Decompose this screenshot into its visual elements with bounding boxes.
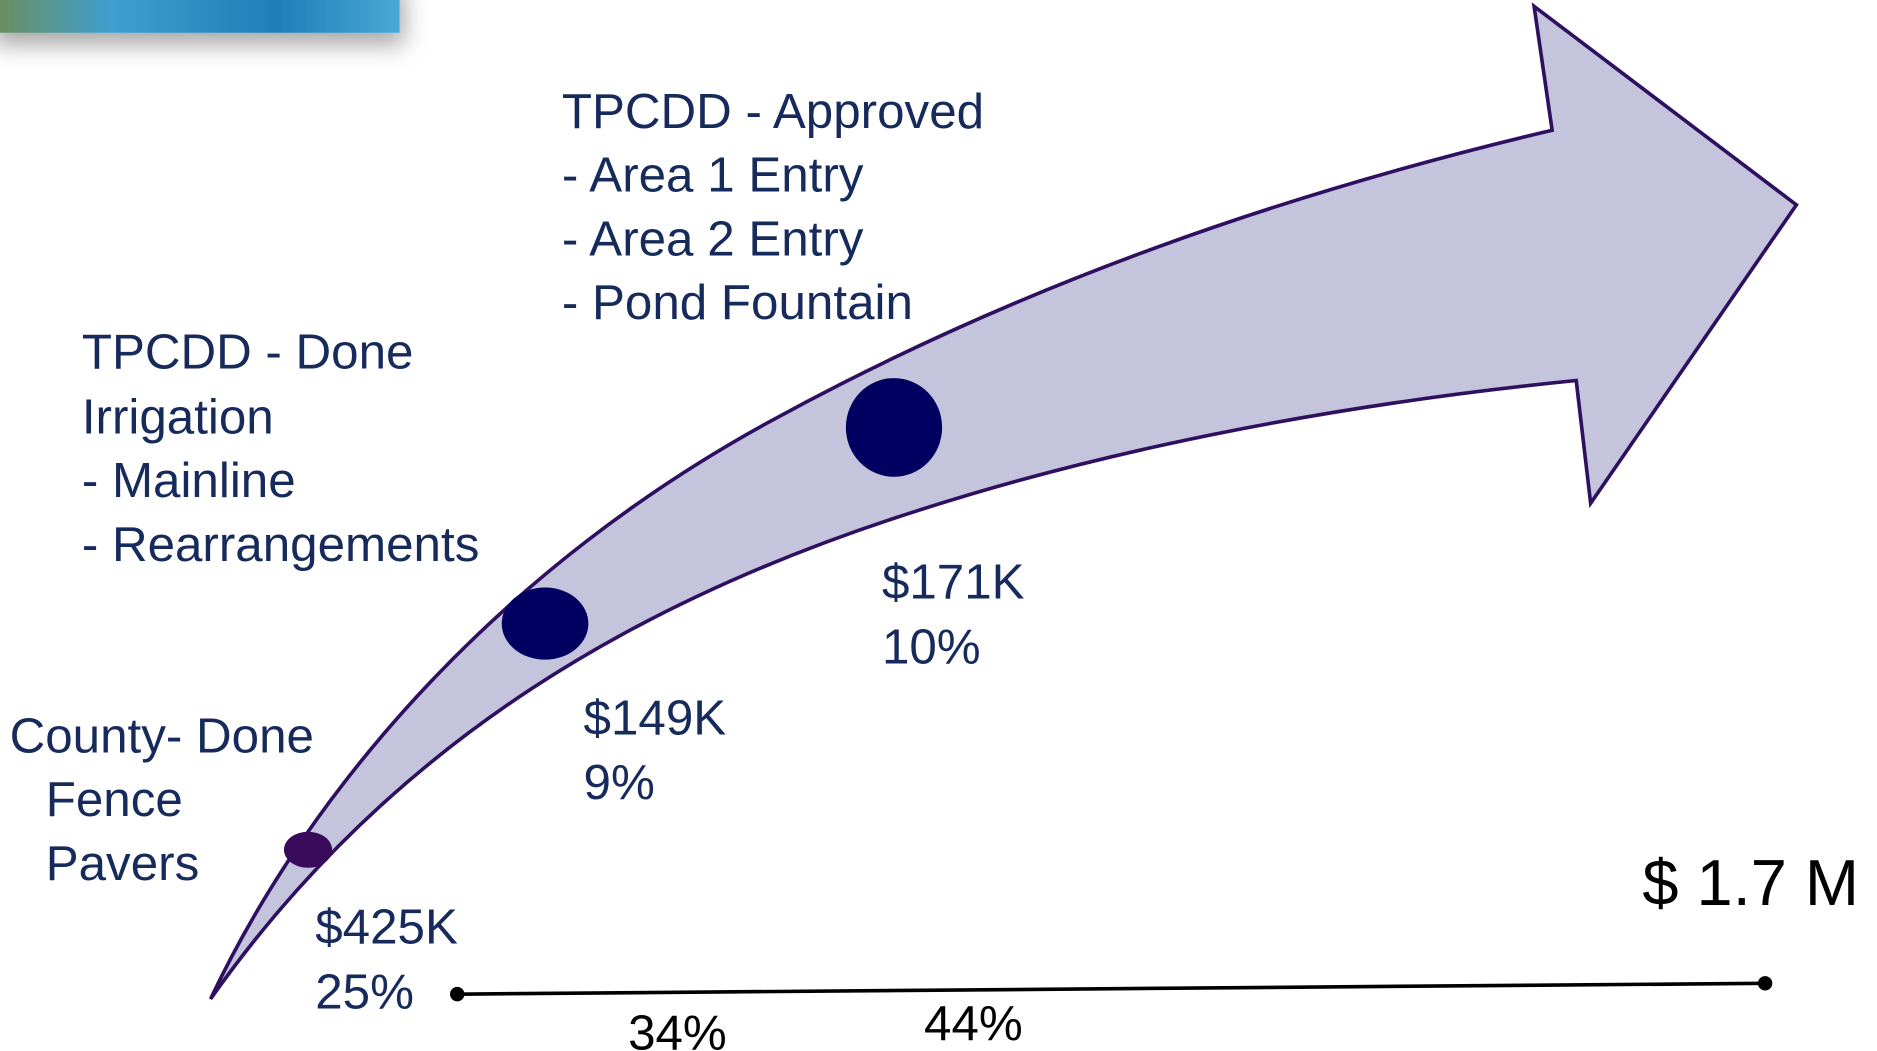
progress-arrow (211, 6, 1797, 999)
line-endpoint (450, 987, 464, 1001)
milestone-dot (284, 832, 332, 868)
phase-amount: $171K (882, 554, 1025, 609)
progress-label: 44% (924, 996, 1023, 1051)
phase-item: Pavers (46, 836, 200, 891)
phase-title: County- Done (10, 708, 314, 763)
phase-title: TPCDD - Approved (562, 84, 984, 139)
milestone-dot (502, 587, 589, 659)
phase-item: - Mainline (82, 453, 296, 508)
phase-item: - Area 1 Entry (562, 148, 864, 203)
phase-item: - Area 2 Entry (562, 211, 864, 266)
phase-share: 9% (584, 755, 655, 810)
phase-share: 10% (882, 619, 981, 674)
phase-item: - Pond Fountain (562, 275, 913, 330)
photo-thumbnail (0, 0, 399, 33)
phase-item: - Rearrangements (82, 517, 480, 572)
progress-label: 34% (628, 1005, 727, 1051)
phase-item: Fence (46, 772, 183, 827)
phase-amount: $425K (315, 900, 458, 955)
page: County- Done Fence Pavers $425K 25% TPCD… (0, 0, 1877, 1051)
phase-item: Irrigation (82, 389, 274, 444)
line-endpoint (1758, 976, 1772, 990)
diagram: County- Done Fence Pavers $425K 25% TPCD… (0, 0, 1877, 1051)
milestone-dot (846, 378, 942, 477)
phase-title: TPCDD - Done (82, 324, 414, 379)
phase-amount: $149K (584, 690, 727, 745)
progress-line (457, 983, 1765, 994)
phase-share: 25% (315, 965, 414, 1020)
total-amount: $ 1.7 M (1642, 846, 1859, 919)
